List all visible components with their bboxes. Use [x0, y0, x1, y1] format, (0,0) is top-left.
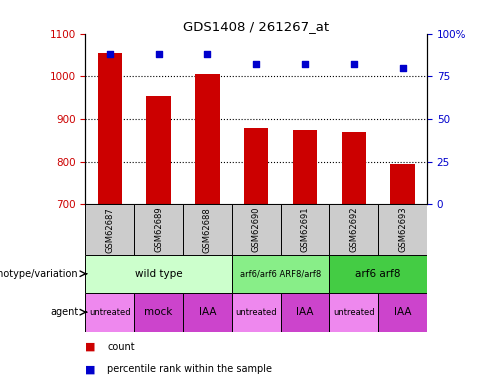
Bar: [244, 128, 268, 204]
Bar: [85, 204, 134, 255]
Bar: [378, 292, 427, 332]
Text: GSM62688: GSM62688: [203, 207, 212, 253]
Bar: [134, 292, 183, 332]
Point: [301, 62, 309, 68]
Bar: [232, 255, 329, 292]
Text: arf6 arf8: arf6 arf8: [355, 269, 401, 279]
Text: GSM62692: GSM62692: [349, 207, 358, 252]
Bar: [390, 164, 415, 204]
Title: GDS1408 / 261267_at: GDS1408 / 261267_at: [183, 20, 329, 33]
Text: IAA: IAA: [296, 307, 314, 317]
Point: [399, 65, 407, 71]
Text: genotype/variation: genotype/variation: [0, 269, 79, 279]
Bar: [134, 204, 183, 255]
Text: untreated: untreated: [89, 308, 131, 316]
Bar: [342, 132, 366, 204]
Bar: [329, 204, 378, 255]
Text: GSM62687: GSM62687: [105, 207, 114, 253]
Text: percentile rank within the sample: percentile rank within the sample: [107, 364, 272, 374]
Bar: [232, 292, 281, 332]
Bar: [378, 204, 427, 255]
Bar: [329, 292, 378, 332]
Text: untreated: untreated: [333, 308, 375, 316]
Point: [203, 51, 211, 57]
Bar: [281, 204, 329, 255]
Text: ■: ■: [85, 364, 96, 374]
Text: count: count: [107, 342, 135, 352]
Bar: [232, 204, 281, 255]
Bar: [85, 292, 134, 332]
Bar: [98, 53, 122, 204]
Bar: [183, 204, 232, 255]
Text: IAA: IAA: [199, 307, 216, 317]
Bar: [195, 74, 220, 204]
Text: GSM62689: GSM62689: [154, 207, 163, 252]
Text: untreated: untreated: [235, 308, 277, 316]
Bar: [183, 292, 232, 332]
Point: [252, 62, 260, 68]
Point: [155, 51, 163, 57]
Text: arf6/arf6 ARF8/arf8: arf6/arf6 ARF8/arf8: [240, 269, 321, 278]
Text: GSM62690: GSM62690: [252, 207, 261, 252]
Text: agent: agent: [50, 307, 79, 317]
Text: mock: mock: [144, 307, 173, 317]
Text: wild type: wild type: [135, 269, 183, 279]
Text: GSM62693: GSM62693: [398, 207, 407, 252]
Text: ■: ■: [85, 342, 96, 352]
Bar: [329, 255, 427, 292]
Point: [106, 51, 114, 57]
Text: IAA: IAA: [394, 307, 411, 317]
Point: [350, 62, 358, 68]
Bar: [293, 130, 317, 204]
Bar: [146, 96, 171, 204]
Bar: [85, 255, 232, 292]
Bar: [281, 292, 329, 332]
Text: GSM62691: GSM62691: [301, 207, 309, 252]
